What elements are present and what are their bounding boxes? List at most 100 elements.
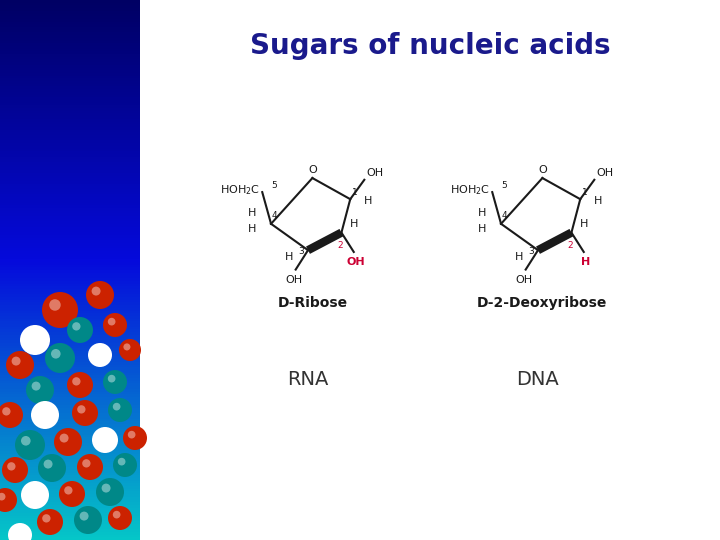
Bar (0, 392, 140, 395)
Circle shape (51, 349, 60, 359)
Text: H: H (477, 224, 486, 234)
Bar (0, 443, 140, 447)
Circle shape (0, 488, 17, 512)
Bar (0, 516, 140, 519)
Bar (0, 97, 140, 101)
Circle shape (44, 460, 53, 469)
Bar (0, 529, 140, 533)
Bar (0, 78, 140, 82)
Text: HOH$_2$C: HOH$_2$C (451, 184, 490, 197)
Bar (0, 157, 140, 160)
Bar (0, 14, 140, 17)
Bar (0, 238, 140, 241)
Circle shape (72, 400, 98, 426)
Bar (0, 464, 140, 468)
Bar (0, 111, 140, 114)
Bar (0, 435, 140, 438)
Circle shape (37, 407, 45, 416)
Bar (0, 346, 140, 349)
Bar (0, 440, 140, 444)
Bar (0, 108, 140, 112)
Text: 2: 2 (567, 241, 572, 251)
Bar (0, 500, 140, 503)
Bar (0, 383, 140, 387)
Bar (0, 219, 140, 222)
Bar (0, 356, 140, 360)
Circle shape (113, 403, 120, 410)
Bar (0, 70, 140, 74)
Text: HOH$_2$C: HOH$_2$C (220, 184, 261, 197)
Circle shape (37, 509, 63, 535)
Bar (0, 143, 140, 147)
Bar (0, 416, 140, 420)
Bar (0, 208, 140, 212)
Bar (0, 167, 140, 171)
Text: H: H (248, 208, 256, 218)
Bar (0, 402, 140, 406)
Bar (0, 140, 140, 144)
Text: H: H (594, 196, 603, 206)
Bar (0, 103, 140, 106)
Bar (0, 113, 140, 117)
Bar (0, 340, 140, 344)
Text: D-2-Deoxyribose: D-2-Deoxyribose (477, 296, 608, 310)
Bar (0, 359, 140, 363)
Bar (0, 19, 140, 23)
Bar (0, 405, 140, 409)
Bar (0, 248, 140, 252)
Bar (0, 370, 140, 374)
Circle shape (64, 486, 73, 495)
Bar (0, 275, 140, 279)
Bar (0, 138, 140, 141)
Bar (0, 375, 140, 379)
Bar (0, 491, 140, 495)
Bar (0, 65, 140, 69)
Bar (0, 46, 140, 50)
Bar (0, 432, 140, 436)
Bar (0, 254, 140, 258)
Circle shape (13, 528, 20, 536)
Bar (0, 51, 140, 55)
Bar (0, 354, 140, 357)
Bar (0, 335, 140, 339)
Bar (0, 381, 140, 384)
Bar (0, 62, 140, 66)
Circle shape (123, 343, 130, 350)
Bar (0, 510, 140, 514)
Circle shape (32, 382, 40, 390)
Bar (0, 313, 140, 317)
Bar (0, 292, 140, 295)
Bar (0, 475, 140, 479)
Bar (0, 40, 140, 44)
Bar (0, 81, 140, 85)
Bar (0, 49, 140, 52)
Bar (0, 329, 140, 333)
Bar (0, 27, 140, 31)
Bar (0, 8, 140, 12)
Bar (0, 410, 140, 414)
Bar (0, 378, 140, 382)
Bar (0, 284, 140, 287)
Bar (0, 200, 140, 204)
Circle shape (0, 493, 6, 501)
Circle shape (49, 299, 60, 310)
Bar (0, 127, 140, 131)
Bar (0, 386, 140, 390)
Circle shape (92, 427, 118, 453)
Text: O: O (538, 165, 546, 174)
Circle shape (80, 511, 89, 521)
Circle shape (77, 405, 86, 414)
Bar (0, 265, 140, 268)
Bar (0, 119, 140, 123)
Circle shape (54, 428, 82, 456)
Circle shape (6, 351, 34, 379)
Text: 3: 3 (298, 247, 304, 256)
Bar (0, 181, 140, 185)
Bar (0, 478, 140, 482)
Bar (0, 497, 140, 501)
Bar (0, 192, 140, 195)
Circle shape (72, 377, 81, 386)
Bar (0, 68, 140, 71)
Circle shape (59, 481, 85, 507)
Bar (0, 319, 140, 322)
